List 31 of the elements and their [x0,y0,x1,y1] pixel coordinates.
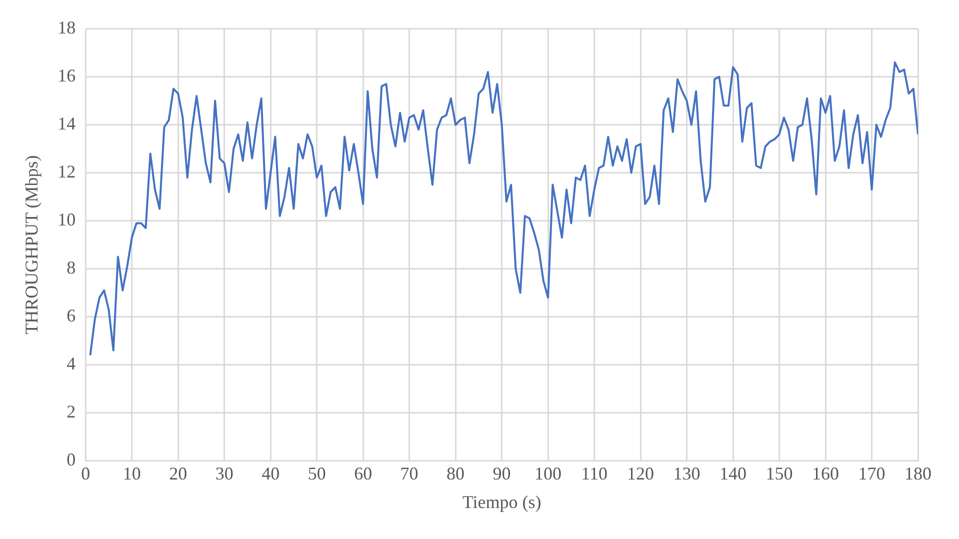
y-tick-label: 14 [58,114,76,134]
x-tick-label: 20 [169,463,188,484]
x-tick-label: 80 [446,463,465,484]
x-tick-label: 40 [262,463,280,484]
x-tick-label: 120 [627,463,654,484]
x-tick-label: 160 [812,463,840,484]
x-tick-label: 150 [766,463,793,484]
y-tick-label: 16 [58,66,76,86]
x-tick-label: 170 [858,463,886,484]
x-tick-label: 140 [720,463,747,484]
x-tick-label: 130 [673,463,700,484]
x-tick-label: 10 [122,463,141,484]
y-tick-label: 6 [66,306,76,326]
x-tick-label: 50 [308,463,326,484]
x-tick-label: 30 [215,463,234,484]
x-tick-label: 110 [581,463,608,484]
x-tick-label: 60 [354,463,372,484]
y-tick-label: 10 [58,210,76,230]
x-tick-label: 70 [400,463,418,484]
x-axis-title: Tiempo (s) [462,492,542,512]
x-tick-label: 0 [81,463,90,484]
y-tick-label: 12 [58,162,76,182]
x-tick-label: 180 [904,463,932,484]
x-tick-label: 100 [534,463,562,484]
x-tick-label: 90 [492,463,511,484]
y-tick-label: 4 [66,354,76,374]
y-tick-label: 0 [66,450,76,470]
y-axis-title: THROUGHPUT (Mbps) [22,155,42,334]
y-tick-label: 8 [66,258,76,278]
y-tick-label: 18 [58,18,76,38]
y-tick-label: 2 [66,402,76,422]
